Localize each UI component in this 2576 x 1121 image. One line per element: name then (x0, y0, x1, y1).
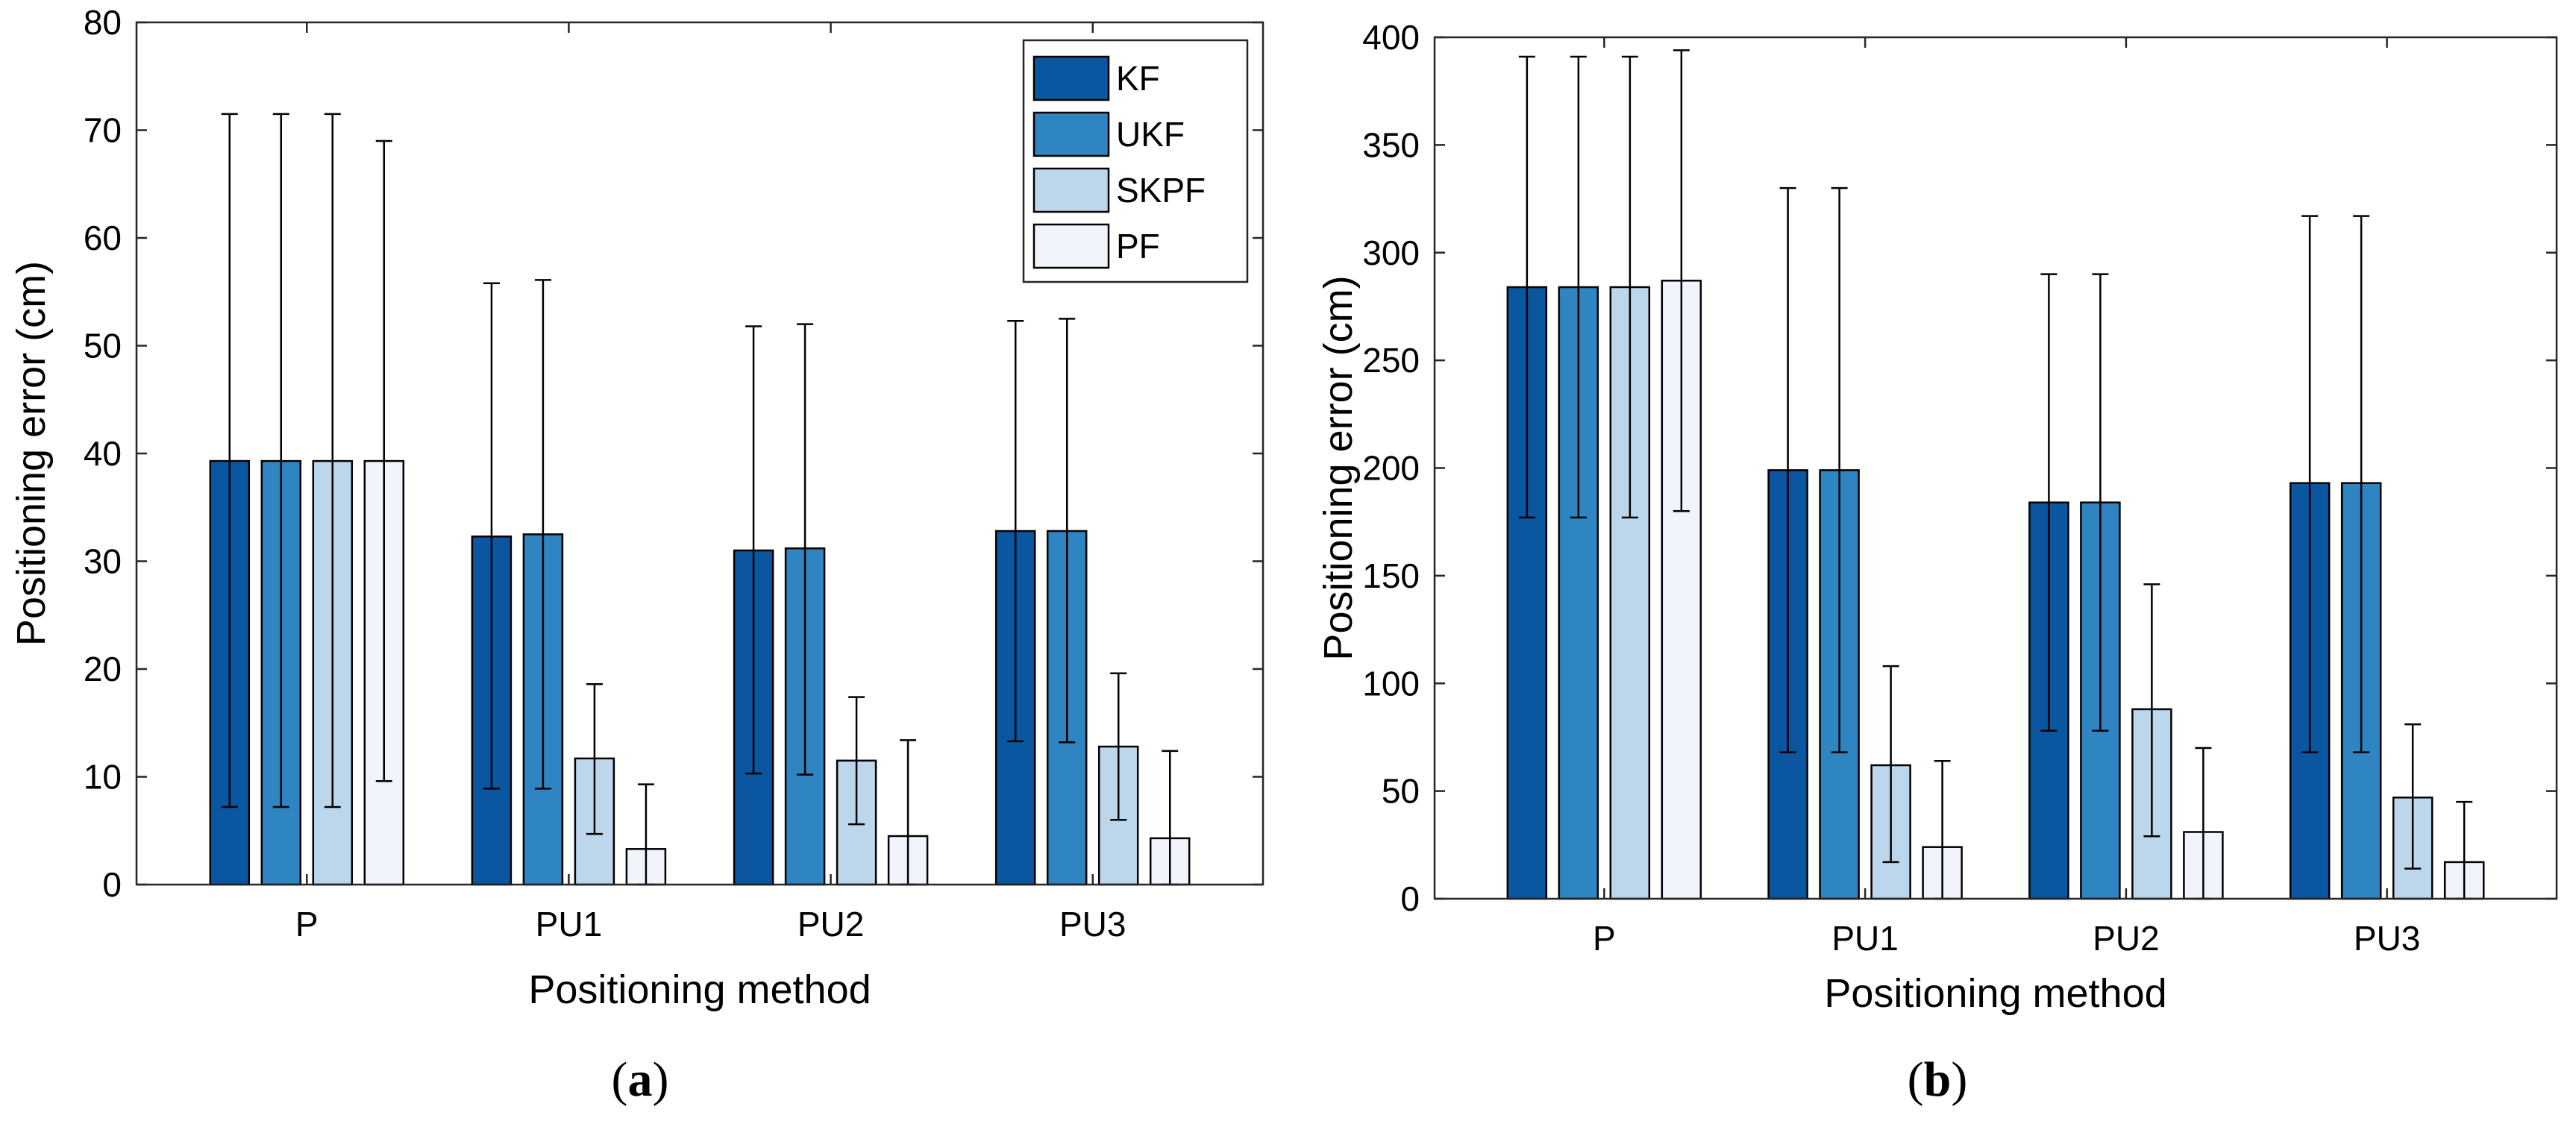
axes-box (1433, 36, 2558, 900)
x-tick-label-p: P (1593, 919, 1616, 958)
legend-swatch-ukf (1032, 111, 1110, 157)
y-tick-label: 0 (1400, 879, 1420, 918)
y-tick-label: 400 (1362, 18, 1420, 57)
x-tick-label-pu2: PU2 (797, 905, 864, 943)
y-tick-label: 100 (1362, 664, 1420, 703)
x-axis-label: Positioning method (528, 967, 871, 1012)
x-tick-label-pu1: PU1 (1831, 919, 1898, 958)
chart-panel-a: 0 10 20 30 40 50 60 70 80 P PU1 PU2 PU3 Positioning m… (9, 3, 1265, 1012)
y-tick-label: 0 (102, 865, 122, 904)
chart-panel-b: 0 50 100 150 200 250 300 350 400 P PU1 PU2 PU3 Positi… (1316, 18, 2558, 1016)
y-tick-label: 350 (1362, 125, 1420, 164)
panel-label-a: (a) (612, 1052, 669, 1107)
y-axis-label: Positioning error (cm) (1316, 275, 1361, 660)
y-tick-label: 50 (1382, 772, 1420, 811)
legend-label-skpf: SKPF (1116, 171, 1206, 210)
y-tick-label: 150 (1362, 556, 1420, 595)
y-axis-label: Positioning error (cm) (9, 261, 54, 646)
y-tick-label: 20 (84, 650, 122, 688)
y-tick-label: 300 (1362, 233, 1420, 272)
x-tick-label-p: P (295, 905, 319, 943)
x-tick-label-pu1: PU1 (536, 905, 602, 943)
x-axis-label: Positioning method (1824, 971, 2166, 1016)
x-tick-label-pu3: PU3 (1059, 905, 1126, 943)
legend-label-ukf: UKF (1116, 115, 1185, 154)
y-tick-label: 30 (84, 542, 122, 581)
legend-label-kf: KF (1116, 59, 1160, 98)
y-tick-label: 80 (84, 3, 122, 42)
y-tick-label: 10 (84, 758, 122, 797)
x-tick-label-pu2: PU2 (2093, 919, 2159, 958)
x-tick-label-pu3: PU3 (2354, 919, 2420, 958)
legend-swatch-kf (1032, 55, 1110, 101)
y-tick-label: 70 (84, 111, 122, 150)
y-tick-label: 250 (1362, 341, 1420, 380)
legend-swatch-skpf (1032, 167, 1110, 213)
y-tick-label: 200 (1362, 449, 1420, 488)
y-tick-label: 50 (84, 327, 122, 365)
panel-label-b: (b) (1908, 1052, 1968, 1107)
legend-label-pf: PF (1116, 227, 1160, 266)
y-tick-label: 60 (84, 219, 122, 257)
y-tick-label: 40 (84, 434, 122, 473)
legend-swatch-pf (1032, 223, 1110, 269)
